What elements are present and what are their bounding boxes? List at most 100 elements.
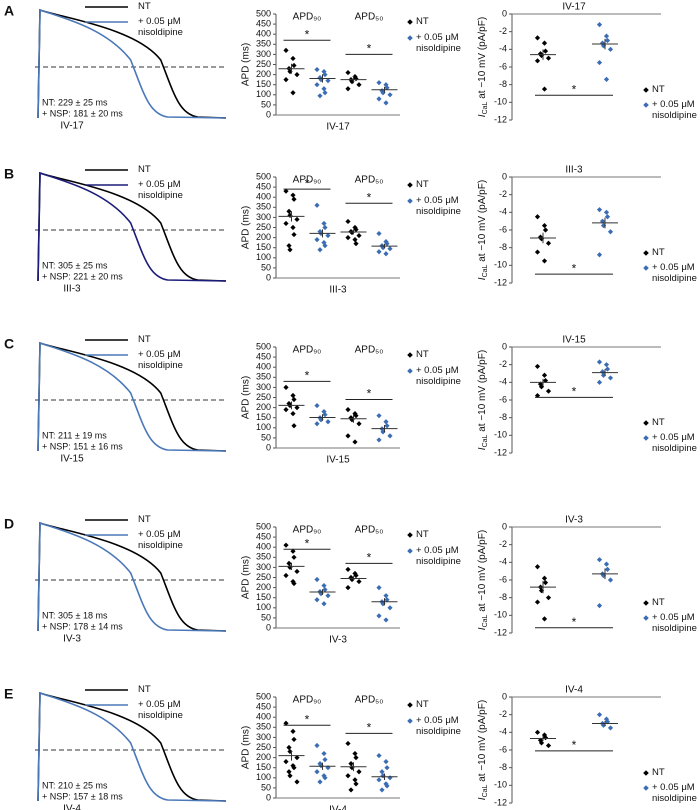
legend-marker [407, 368, 413, 374]
data-point [286, 208, 292, 214]
data-point [317, 93, 323, 99]
y-tick-label: 100 [256, 772, 271, 782]
legend-marker [407, 702, 413, 708]
y-label-symbol: I [477, 447, 488, 450]
y-tick-label: 100 [256, 422, 271, 432]
data-point [321, 582, 327, 589]
legend-label: NT [138, 334, 151, 345]
y-tick-label: -2 [499, 709, 507, 719]
data-point [314, 82, 320, 88]
y-tick-label: 300 [256, 562, 271, 572]
legend-label: NT [416, 179, 429, 190]
y-label-rest: at −10 mV (pA/pF) [477, 350, 488, 435]
annotation: + NSP: 181 ± 20 ms [42, 108, 123, 118]
y-tick-label: -10 [494, 610, 507, 620]
y-axis-label: APD (ms) [241, 556, 252, 599]
data-point [345, 218, 351, 225]
annotation: + NSP: 151 ± 16 ms [42, 441, 123, 451]
legend-label: + 0.05 μM nisoldipine [138, 529, 183, 551]
y-tick-label: -10 [494, 780, 507, 790]
legend-label: + 0.05 μM nisoldipine [652, 782, 697, 804]
panel-label: D [4, 516, 14, 532]
data-point [353, 755, 359, 761]
data-point [545, 742, 552, 749]
data-point [345, 407, 351, 413]
ap-trace [37, 8, 227, 119]
y-tick-label: 200 [256, 402, 271, 412]
data-point [287, 773, 293, 779]
legend-label-box: + 0.05 μM nisoldipine [138, 699, 183, 721]
data-point [291, 423, 297, 429]
legend-marker [407, 35, 413, 41]
y-axis-label: APD (ms) [241, 376, 252, 419]
legend-label-box: + 0.05 μM nisoldipine [416, 195, 461, 217]
y-tick-label: 350 [256, 39, 271, 49]
data-point [283, 188, 289, 194]
data-point [596, 557, 603, 563]
data-point [603, 561, 610, 567]
y-tick-label: 0 [502, 691, 507, 701]
y-tick-label: 100 [256, 252, 271, 262]
y-axis-label: APD (ms) [241, 206, 252, 249]
data-point [348, 761, 354, 767]
data-point [290, 90, 296, 96]
significance-label: * [367, 387, 372, 401]
data-point [596, 207, 603, 213]
data-point [283, 384, 289, 390]
data-point [291, 580, 297, 587]
y-tick-label: 450 [256, 701, 271, 711]
annotation: NT: 229 ± 25 ms [42, 97, 108, 107]
data-point [325, 78, 331, 84]
y-axis-label: ICaL at −10 mV (pA/pF) [477, 700, 490, 800]
data-point [541, 40, 548, 46]
y-label-symbol: I [477, 797, 488, 800]
y-tick-label: -8 [499, 762, 507, 772]
data-point [290, 728, 296, 734]
data-point [534, 599, 541, 605]
ap-trace [37, 341, 227, 452]
legend-label-box: + 0.05 μM nisoldipine [652, 432, 697, 454]
y-tick-label: -4 [499, 557, 507, 567]
data-point [384, 423, 390, 429]
legend-marker [407, 718, 413, 724]
annotation: + NSP: 178 ± 14 ms [42, 621, 123, 631]
data-point [291, 765, 297, 771]
data-point [603, 33, 610, 39]
y-label-symbol: I [477, 627, 488, 630]
legend-label-box: + 0.05 μM nisoldipine [652, 262, 697, 284]
legend-label: NT [652, 597, 665, 608]
y-tick-label: 50 [261, 612, 271, 622]
data-point [290, 55, 296, 62]
data-point [283, 47, 289, 53]
legend-label: + 0.05 μM nisoldipine [138, 349, 183, 371]
y-tick-label: 250 [256, 222, 271, 232]
ap-trace [37, 8, 227, 119]
significance-label: * [367, 721, 372, 735]
data-point [291, 62, 297, 69]
data-point [294, 216, 300, 223]
data-point [387, 246, 393, 252]
significance-label: * [572, 82, 577, 96]
y-tick-label: 350 [256, 372, 271, 382]
data-point [376, 96, 382, 102]
data-point [604, 214, 611, 220]
x-axis-label: IV-3 [329, 635, 347, 646]
legend-label: NT [652, 767, 665, 778]
data-point [314, 402, 320, 409]
legend-label: NT [416, 529, 429, 540]
y-tick-label: 350 [256, 722, 271, 732]
y-tick-label: -6 [499, 744, 507, 754]
legend-label-box: + 0.05 μM nisoldipine [416, 32, 461, 54]
annotation: NT: 305 ± 25 ms [42, 260, 108, 270]
y-tick-label: -12 [494, 277, 507, 287]
y-tick-label: 0 [266, 109, 271, 119]
data-point [387, 433, 393, 439]
y-label-subscript: CaL [482, 434, 489, 447]
data-point [353, 226, 359, 233]
y-label-symbol: I [477, 277, 488, 280]
legend-label: + 0.05 μM nisoldipine [416, 545, 461, 567]
data-point [314, 66, 320, 73]
data-point [321, 220, 327, 227]
ap-trace [37, 341, 227, 452]
